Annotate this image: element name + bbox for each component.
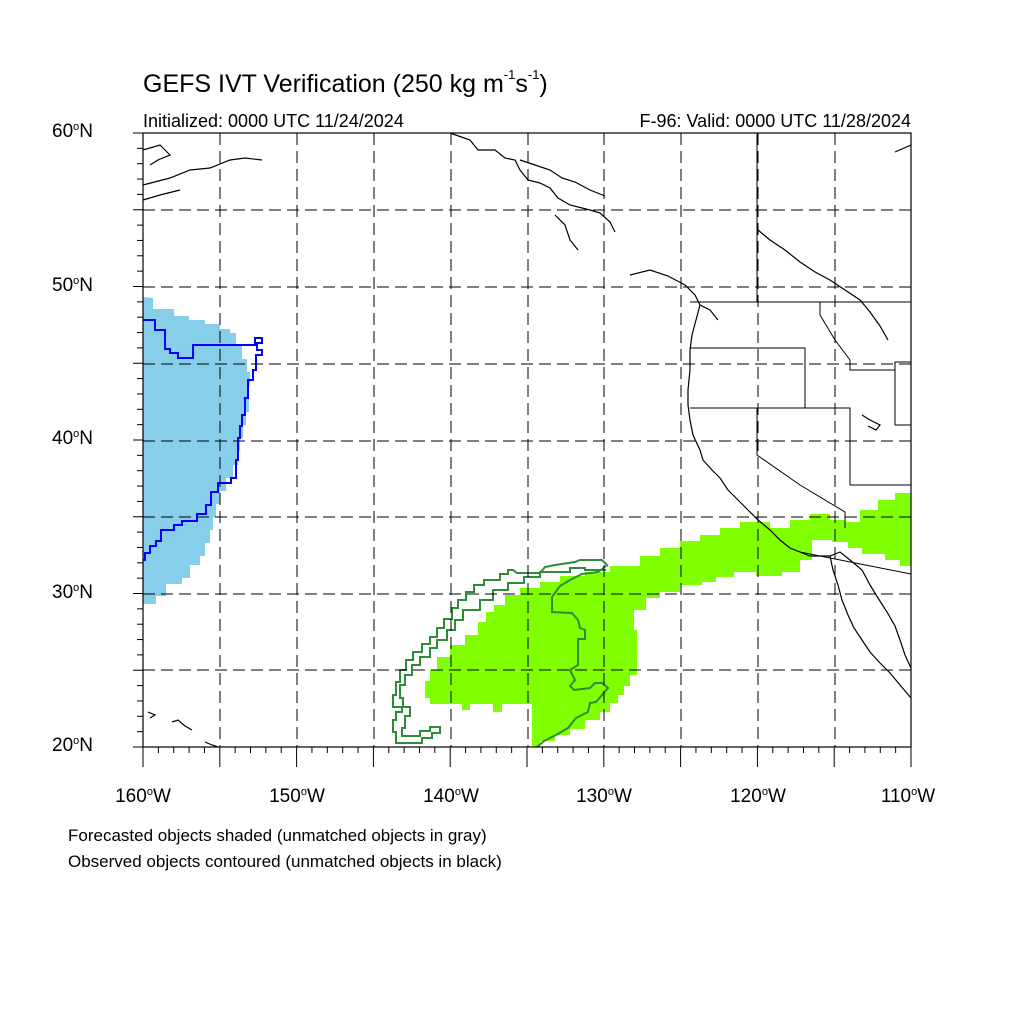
legend-observed: Observed objects contoured (unmatched ob…: [68, 852, 502, 871]
lon-label-140w: 140oW: [423, 786, 479, 807]
lon-label-150w: 150oW: [269, 786, 325, 807]
lon-label-110w: 110oW: [880, 786, 936, 807]
map-title: GEFS IVT Verification (250 kg m-1s-1): [143, 66, 548, 98]
observed-contour-green-inner: [536, 565, 610, 748]
valid-time: F-96: Valid: 0000 UTC 11/28/2024: [639, 111, 912, 131]
lon-label-160w: 160oW: [115, 786, 171, 807]
initialized-time: Initialized: 0000 UTC 11/24/2024: [143, 111, 404, 131]
observed-contour-blue: [143, 319, 263, 561]
political-boundaries: [690, 133, 912, 575]
forecast-object-blue: [143, 297, 250, 604]
graticule: [143, 133, 911, 747]
coastline: [142, 132, 912, 748]
legend-forecast: Forecasted objects shaded (unmatched obj…: [68, 826, 487, 845]
lat-label-40n: 40oN: [52, 428, 93, 449]
forecast-object-green: [425, 493, 911, 747]
lat-label-50n: 50oN: [52, 275, 93, 296]
axis-ticks: [133, 132, 912, 767]
lat-label-30n: 30oN: [52, 582, 93, 603]
lon-label-130w: 130oW: [576, 786, 632, 807]
observed-contour-green: [392, 559, 609, 744]
lon-label-120w: 120oW: [730, 786, 786, 807]
lat-label-60n: 60oN: [52, 121, 93, 142]
lat-label-20n: 20oN: [52, 735, 93, 756]
